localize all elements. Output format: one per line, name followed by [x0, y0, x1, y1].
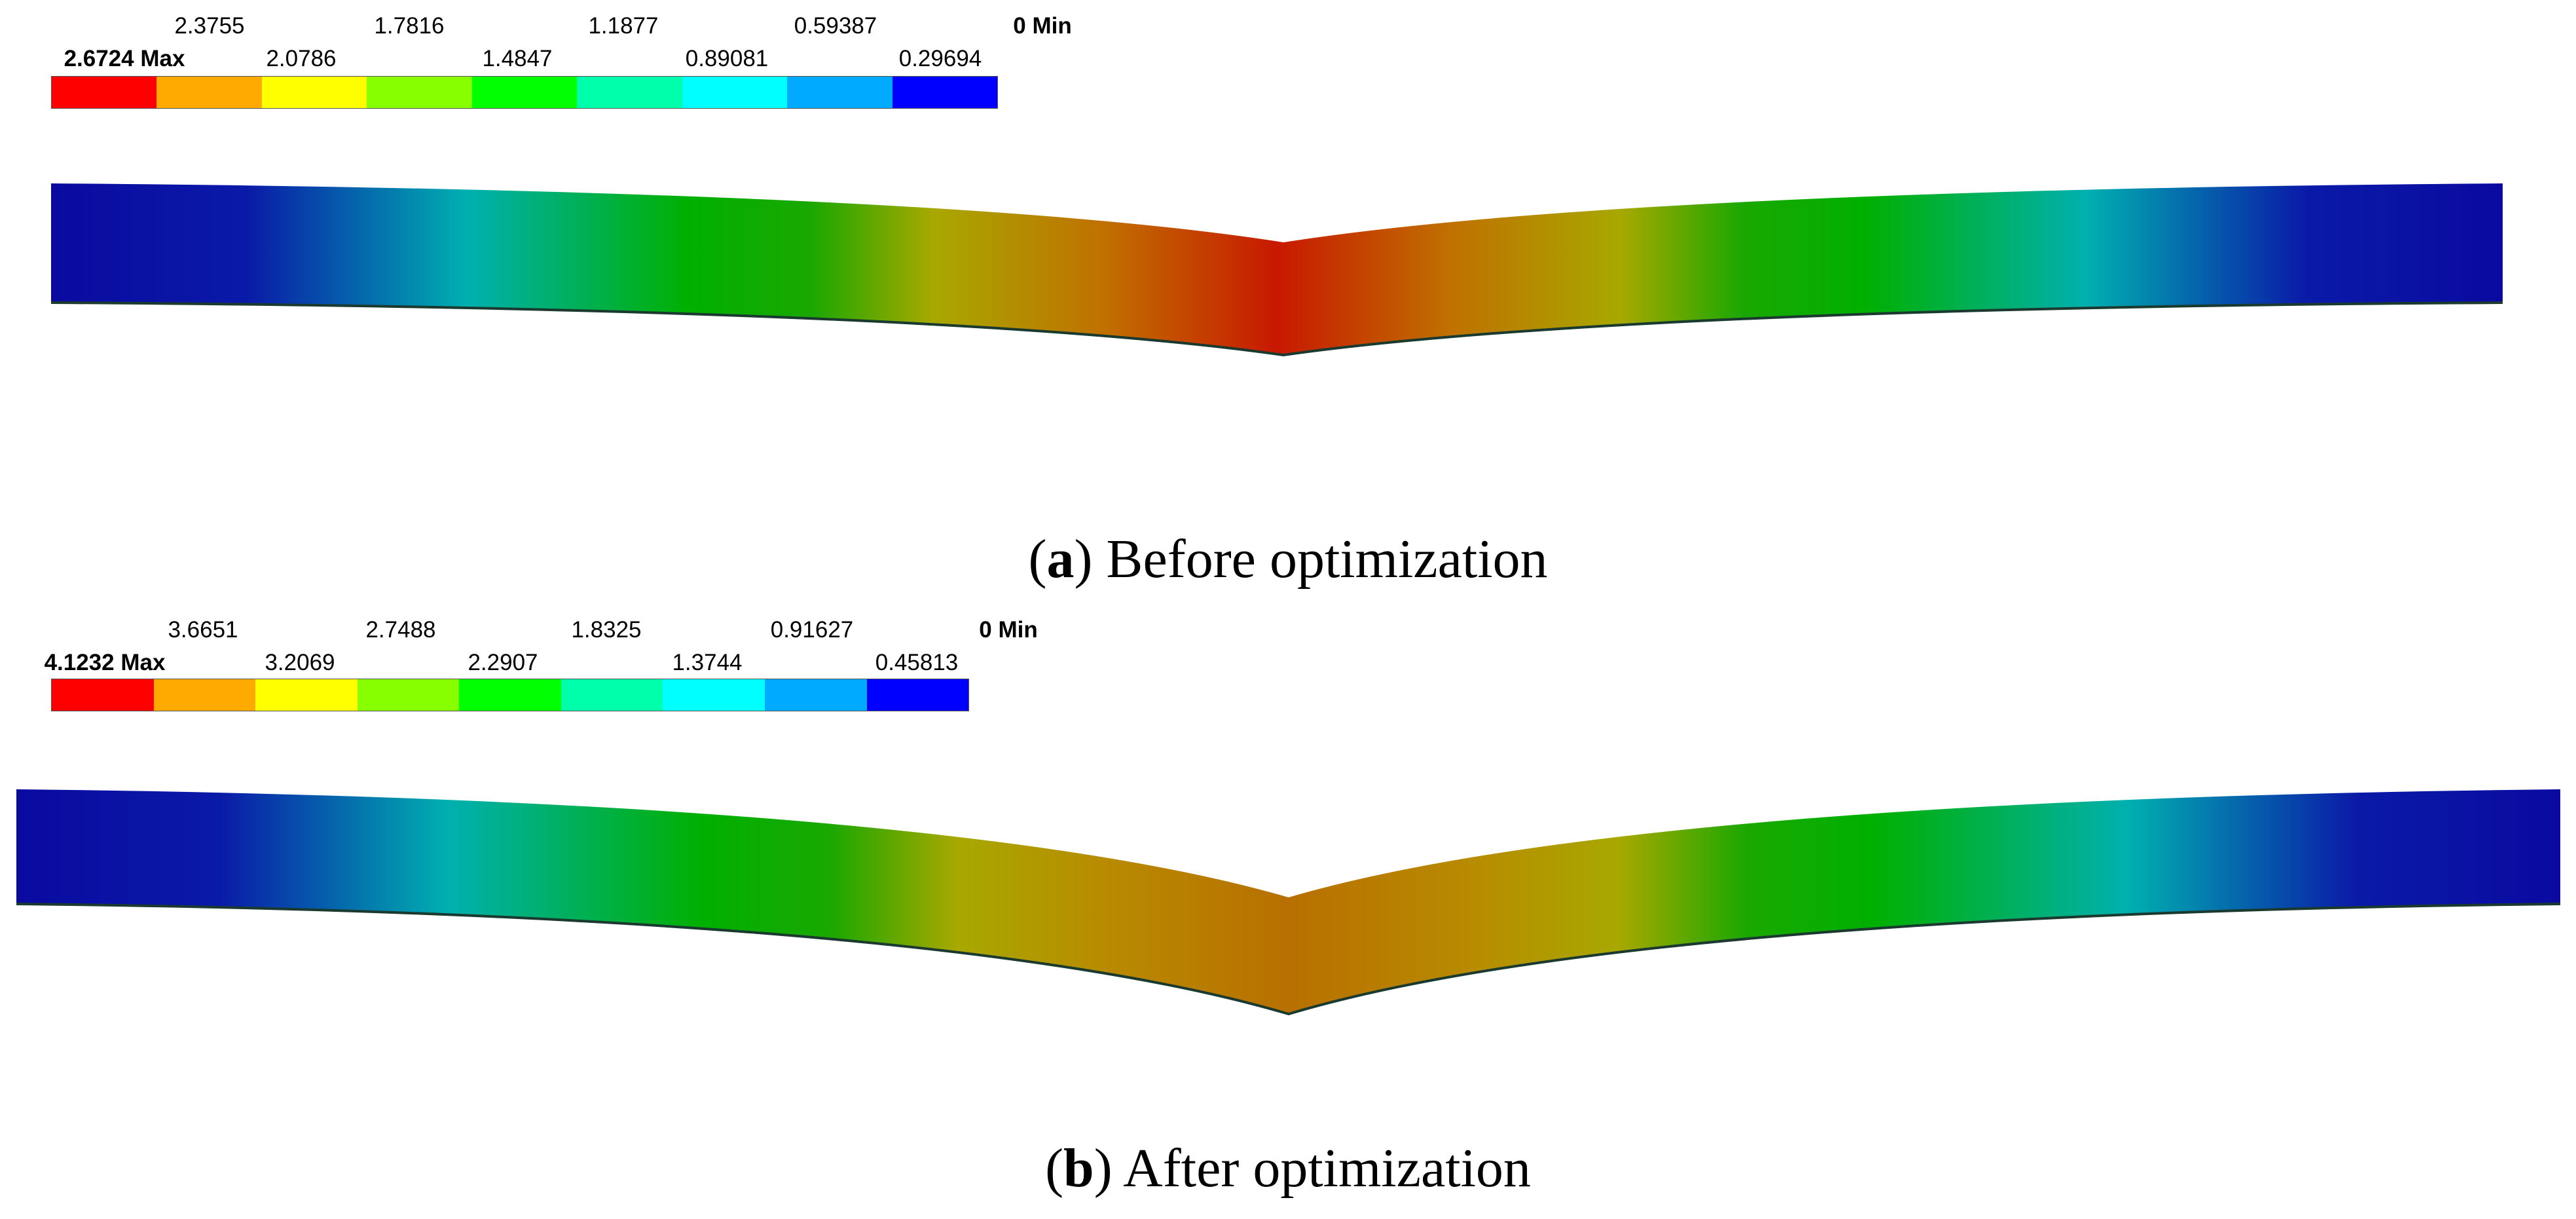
- legend-color-segment: [153, 679, 256, 711]
- legend-color-segment: [255, 679, 358, 711]
- legend-color-segment: [663, 679, 765, 711]
- legend-color-segment: [52, 77, 157, 108]
- beam-bottom-edge: [16, 903, 2561, 1016]
- caption-after-optimization: (b) After optimization: [1045, 1138, 1531, 1199]
- beam-bottom-edge: [50, 301, 2503, 357]
- legend-color-segment: [892, 77, 997, 108]
- legend-label-top: 1.7816: [374, 13, 445, 39]
- legend-color-bar: [51, 76, 998, 109]
- legend-label-top: 1.8325: [571, 617, 642, 643]
- legend-color-segment: [764, 679, 867, 711]
- legend-label-top: 2.3755: [174, 13, 245, 39]
- panel-after-optimization: 3.6651 2.7488 1.8325 0.91627 0 Min 4.123…: [0, 609, 2576, 1219]
- beam-shape: [51, 183, 2503, 355]
- legend-label-bottom: 0.89081: [685, 46, 769, 71]
- legend-color-segment: [682, 77, 788, 108]
- legend-label-bottom: 3.2069: [265, 650, 335, 675]
- legend-label-top: 1.1877: [588, 13, 659, 39]
- legend-label-bottom: 1.4847: [482, 46, 553, 71]
- legend-color-segment: [357, 679, 460, 711]
- legend-color-segment: [866, 679, 969, 711]
- legend-min-label: 0 Min: [979, 617, 1038, 643]
- color-legend: 3.6651 2.7488 1.8325 0.91627 0 Min 4.123…: [0, 609, 1048, 721]
- legend-min-label: 0 Min: [1013, 13, 1072, 39]
- legend-label-top: 3.6651: [168, 617, 238, 643]
- caption-before-optimization: (a) Before optimization: [1028, 529, 1548, 590]
- legend-label-bottom: 1.3744: [672, 650, 743, 675]
- legend-max-label: 2.6724 Max: [64, 46, 185, 71]
- deformed-beam-after: [16, 789, 2561, 1016]
- legend-label-bottom: 2.2907: [468, 650, 538, 675]
- legend-color-segment: [561, 679, 663, 711]
- panel-before-optimization: 2.3755 1.7816 1.1877 0.59387 0 Min 2.672…: [0, 0, 2576, 609]
- legend-color-bar: [51, 679, 969, 711]
- deformed-beam-before: [50, 183, 2503, 357]
- legend-color-segment: [156, 77, 262, 108]
- legend-color-segment: [52, 679, 154, 711]
- legend-label-top: 2.7488: [365, 617, 436, 643]
- legend-color-segment: [261, 77, 367, 108]
- beam-shape: [16, 789, 2560, 1014]
- legend-label-bottom: 0.45813: [875, 650, 959, 675]
- legend-label-bottom: 0.29694: [898, 46, 982, 71]
- caption-letter: a: [1046, 529, 1075, 590]
- legend-max-label: 4.1232 Max: [44, 650, 166, 675]
- legend-color-segment: [577, 77, 682, 108]
- legend-color-segment: [787, 77, 892, 108]
- legend-color-segment: [367, 77, 472, 108]
- legend-label-top: 0.91627: [770, 617, 854, 643]
- color-legend: 2.3755 1.7816 1.1877 0.59387 0 Min 2.672…: [0, 0, 1072, 111]
- legend-color-segment: [459, 679, 561, 711]
- legend-label-bottom: 2.0786: [266, 46, 337, 71]
- caption-text: ) After optimization: [1094, 1138, 1531, 1199]
- legend-color-segment: [471, 77, 578, 108]
- caption-text: ) Before optimization: [1074, 529, 1548, 590]
- legend-label-top: 0.59387: [794, 13, 877, 39]
- caption-letter: b: [1063, 1138, 1094, 1199]
